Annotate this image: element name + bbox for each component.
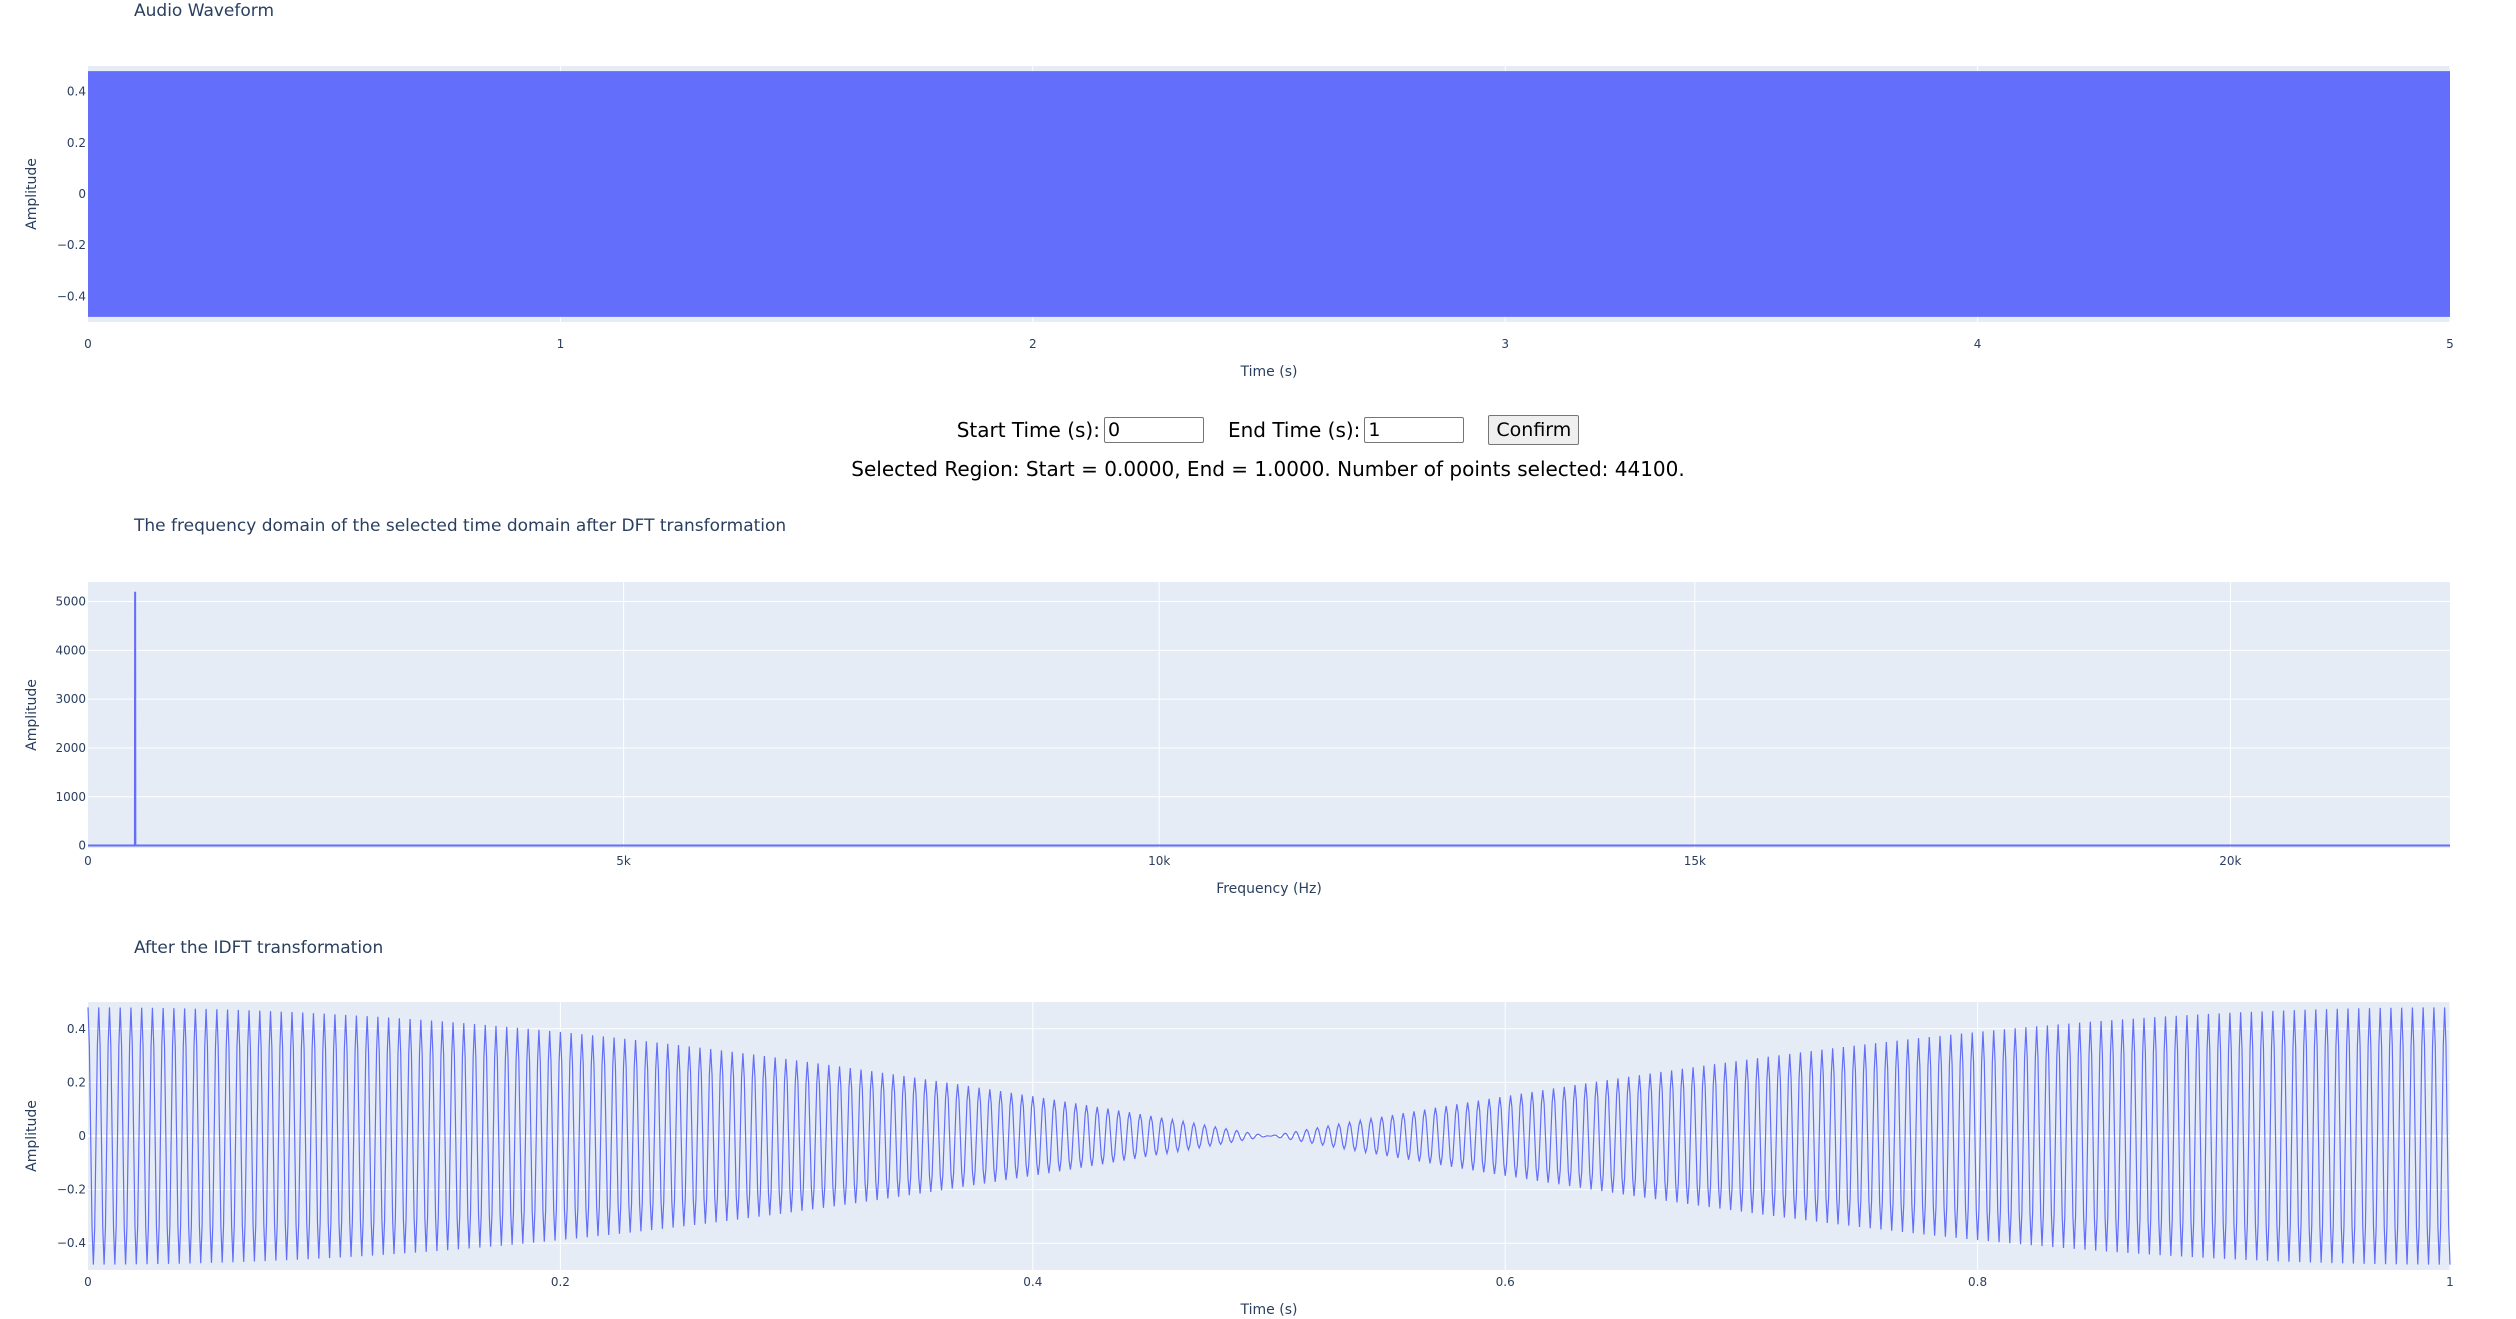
y-tick-label: 0.4 (67, 1022, 86, 1036)
audio-waveform-svg: Audio Waveform 0 1 2 3 4 5 0.4 0.2 0 −0.2 −0.4 Time … (24, 1, 2454, 380)
dft-frequency-svg: The frequency domain of the selected tim… (24, 516, 2450, 897)
y-axis-title: Amplitude (24, 679, 40, 751)
x-tick-label: 1 (557, 337, 565, 351)
x-tick-label: 10k (1148, 854, 1170, 868)
x-tick-label: 3 (1501, 337, 1509, 351)
waveform-trace (88, 71, 2450, 317)
x-axis-title: Frequency (Hz) (1216, 881, 1322, 897)
y-tick-label: 5000 (55, 595, 86, 609)
confirm-button[interactable]: Confirm (1488, 415, 1580, 445)
x-tick-label: 0 (84, 1275, 92, 1289)
y-tick-label: −0.2 (57, 1183, 86, 1197)
x-tick-label: 5 (2446, 337, 2454, 351)
x-tick-label: 4 (1974, 337, 1982, 351)
y-tick-label: 0 (78, 839, 86, 853)
x-tick-label: 5k (616, 854, 631, 868)
x-tick-label: 0.4 (1023, 1275, 1042, 1289)
time-range-controls: Start Time (s): End Time (s): Confirm Se… (0, 412, 2516, 484)
y-tick-label: 3000 (55, 692, 86, 706)
idft-waveform-svg: After the IDFT transformation 0 0.2 0.4 0.6 0… (24, 938, 2454, 1318)
y-tick-label: −0.4 (57, 289, 86, 303)
start-time-label: Start Time (s): (956, 418, 1100, 442)
y-tick-label: 1000 (55, 790, 86, 804)
chart-title: After the IDFT transformation (134, 938, 383, 958)
x-axis-title: Time (s) (1240, 1302, 1298, 1318)
y-tick-label: 0.2 (67, 136, 86, 150)
plot-background (88, 582, 2450, 848)
spectrum-trace (88, 591, 2450, 847)
idft-waveform-chart[interactable]: After the IDFT transformation 0 0.2 0.4 0.6 0… (0, 930, 2516, 1319)
y-tick-label: 0 (78, 187, 86, 201)
audio-waveform-chart[interactable]: Audio Waveform 0 1 2 3 4 5 0.4 0.2 0 −0.2 −0.4 Time … (0, 0, 2516, 385)
end-time-input[interactable] (1364, 417, 1465, 443)
x-tick-label: 0 (84, 854, 92, 868)
chart-title: The frequency domain of the selected tim… (133, 516, 786, 536)
y-tick-label: 0.2 (67, 1075, 86, 1089)
chart-title: Audio Waveform (134, 1, 274, 21)
selected-region-status: Selected Region: Start = 0.0000, End = 1… (851, 457, 1685, 481)
y-axis-title: Amplitude (24, 158, 40, 230)
y-tick-label: −0.2 (57, 238, 86, 252)
y-tick-label: 0.4 (67, 85, 86, 99)
y-tick-label: 2000 (55, 741, 86, 755)
y-tick-label: 0 (78, 1129, 86, 1143)
idft-trace (87, 1007, 2451, 1265)
x-tick-label: 20k (2219, 854, 2241, 868)
x-tick-label: 0 (84, 337, 92, 351)
x-tick-label: 0.8 (1968, 1275, 1987, 1289)
dft-frequency-chart[interactable]: The frequency domain of the selected tim… (0, 510, 2516, 905)
x-tick-label: 2 (1029, 337, 1037, 351)
time-range-row: Start Time (s): End Time (s): Confirm (0, 412, 2516, 448)
x-tick-label: 1 (2446, 1275, 2454, 1289)
y-tick-label: 4000 (55, 643, 86, 657)
y-tick-label: −0.4 (57, 1236, 86, 1250)
start-time-input[interactable] (1103, 417, 1204, 443)
end-time-label: End Time (s): (1227, 418, 1361, 442)
x-tick-label: 0.6 (1496, 1275, 1515, 1289)
x-tick-label: 0.2 (551, 1275, 570, 1289)
y-axis-title: Amplitude (24, 1100, 40, 1172)
x-tick-label: 15k (1684, 854, 1706, 868)
x-axis-title: Time (s) (1240, 364, 1298, 380)
